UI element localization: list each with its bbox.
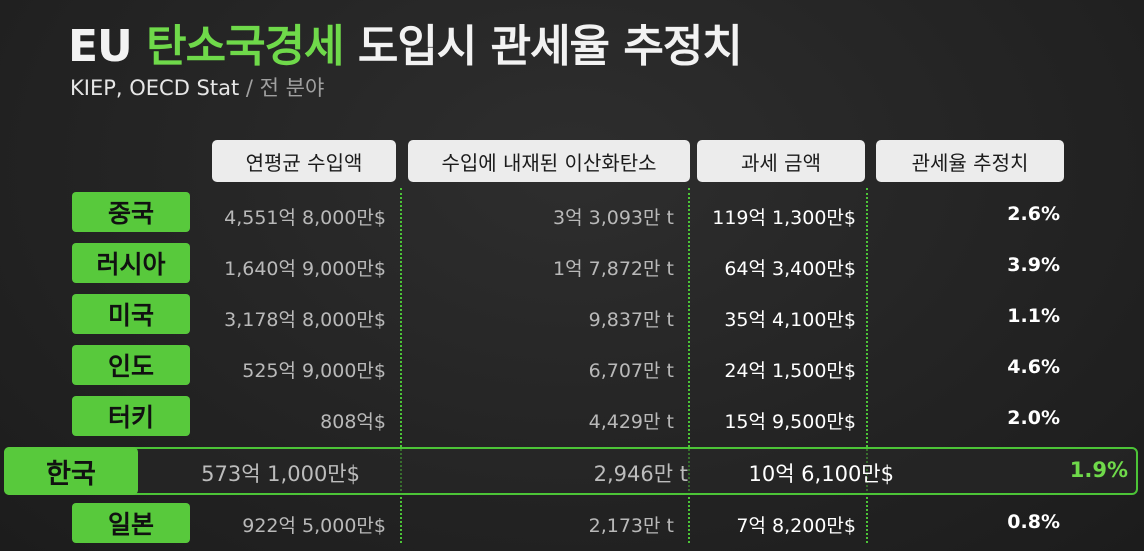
import-value: 3,178억 8,000만$	[224, 309, 386, 331]
column-divider	[866, 188, 868, 543]
highlight-co2-value: 2,946만 t	[593, 462, 688, 486]
import-value: 525억 9,000만$	[242, 360, 386, 382]
column-divider	[688, 188, 690, 543]
header-co2: 수입에 내재된 이산화탄소	[408, 140, 690, 182]
column-divider	[400, 188, 402, 543]
rate-value: 4.6%	[1007, 356, 1060, 378]
rate-value: 2.0%	[1007, 407, 1060, 429]
import-value: 4,551억 8,000만$	[224, 207, 386, 229]
header-import: 연평균 수입액	[212, 140, 396, 182]
import-value: 1,640억 9,000만$	[224, 258, 386, 280]
page-title: EU 탄소국경세 도입시 관세율 추정치	[68, 10, 743, 74]
rate-value: 2.6%	[1007, 203, 1060, 225]
source-label: KIEP, OECD Stat	[70, 76, 240, 100]
highlight-country-label: 한국	[4, 447, 138, 495]
co2-value: 1억 7,872만 t	[553, 258, 674, 280]
co2-value: 4,429만 t	[588, 411, 674, 433]
source-subtitle: KIEP, OECD Stat / 전 분야	[70, 72, 324, 102]
country-label: 인도	[72, 345, 190, 385]
import-value: 808억$	[320, 411, 386, 433]
tax-value: 64억 3,400만$	[724, 258, 856, 280]
import-value: 922억 5,000만$	[242, 515, 386, 537]
co2-value: 6,707만 t	[588, 360, 674, 382]
title-text-rest: 도입시 관세율 추정치	[343, 21, 743, 72]
tax-value: 15억 9,500만$	[724, 411, 856, 433]
co2-value: 2,173만 t	[588, 515, 674, 537]
highlight-tax-value: 10억 6,100만$	[748, 462, 894, 486]
highlight-rate-value: 1.9%	[1069, 458, 1128, 482]
country-label: 러시아	[72, 243, 190, 283]
co2-value: 9,837만 t	[588, 309, 674, 331]
highlight-import-value: 573억 1,000만$	[201, 462, 360, 486]
co2-value: 3억 3,093만 t	[553, 207, 674, 229]
rate-value: 1.1%	[1007, 305, 1060, 327]
tax-value: 119억 1,300만$	[712, 207, 856, 229]
title-accent: 탄소국경세	[146, 21, 344, 72]
tax-value: 7억 8,200만$	[736, 515, 856, 537]
rate-value: 0.8%	[1007, 511, 1060, 533]
country-label: 일본	[72, 503, 190, 543]
rate-value: 3.9%	[1007, 254, 1060, 276]
header-rate: 관세율 추정치	[876, 140, 1064, 182]
scope-label: / 전 분야	[239, 76, 325, 100]
title-text: EU	[68, 21, 147, 72]
tax-value: 24억 1,500만$	[724, 360, 856, 382]
highlight-row	[4, 447, 1138, 495]
tax-value: 35억 4,100만$	[724, 309, 856, 331]
country-label: 미국	[72, 294, 190, 334]
country-label: 터키	[72, 396, 190, 436]
country-label: 중국	[72, 192, 190, 232]
header-tax: 과세 금액	[697, 140, 865, 182]
